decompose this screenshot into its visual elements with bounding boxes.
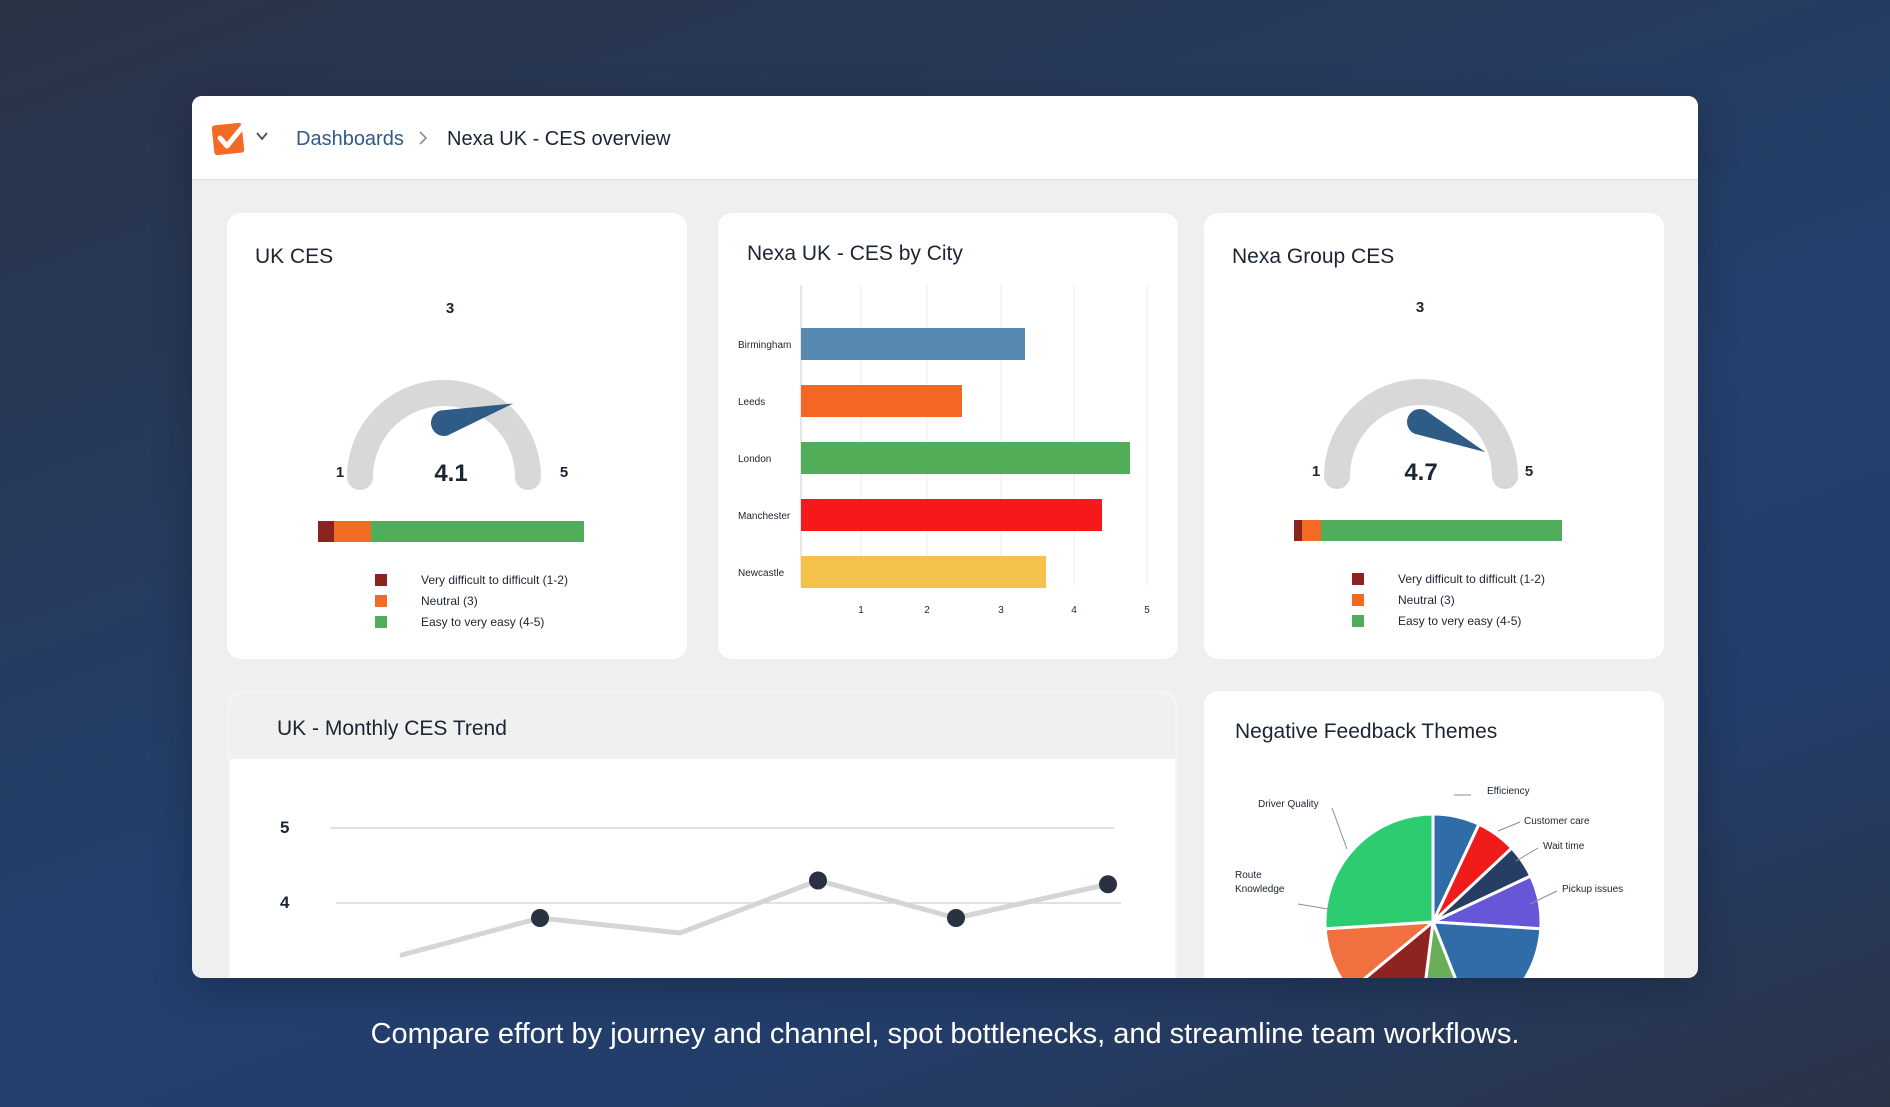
negative-themes-pie-chart: Efficiency Customer care Wait time Pickup i…	[1235, 786, 1623, 978]
city-ces-bar-chart: Birmingham Leeds London Manchester Newcastle…	[738, 285, 1150, 616]
gauge-needle	[1407, 409, 1486, 453]
legend-item-easy: Easy to very easy (4-5)	[1352, 610, 1545, 631]
legend-swatch	[1352, 593, 1364, 606]
slice-label: Route	[1235, 870, 1262, 881]
legend-swatch	[1352, 614, 1364, 627]
uk-ces-distribution-bar	[318, 521, 584, 542]
data-point	[947, 909, 965, 927]
legend-item-easy: Easy to very easy (4-5)	[375, 611, 568, 632]
legend-swatch	[375, 615, 387, 628]
bar	[801, 442, 1130, 474]
label-leader-line	[1515, 847, 1539, 862]
pie-slice	[1424, 921, 1457, 978]
marketing-caption: Compare effort by journey and channel, s…	[370, 1018, 1520, 1050]
slice-label: Pickup issues	[1562, 884, 1623, 895]
tick-label: 2	[924, 605, 930, 616]
gauge-track	[347, 380, 541, 490]
label-leader-line	[1297, 903, 1329, 910]
group-ces-legend: Very difficult to difficult (1-2) Neutra…	[1352, 568, 1545, 631]
uk-ces-card: UK CES 3 1 5 4.1 Very difficult to diffi…	[227, 213, 687, 659]
uk-ces-legend: Very difficult to difficult (1-2) Neutra…	[375, 569, 568, 632]
tick-label: 4	[1071, 605, 1077, 616]
gauge-track	[1324, 379, 1518, 489]
gauge-min-label: 1	[1312, 463, 1320, 480]
legend-swatch	[375, 573, 387, 586]
bar	[801, 328, 1025, 360]
gauge-max-label: 5	[560, 464, 568, 481]
tick-label: 3	[998, 605, 1004, 616]
category-label: Manchester	[738, 511, 791, 522]
legend-item-neutral: Neutral (3)	[375, 590, 568, 611]
gauge-value-label: 4.7	[1404, 459, 1437, 486]
label-leader-line	[1529, 890, 1558, 905]
distribution-neutral	[333, 521, 372, 542]
legend-swatch	[375, 594, 387, 607]
monthly-trend-title: UK - Monthly CES Trend	[277, 717, 507, 740]
distribution-very-difficult	[1294, 520, 1303, 541]
chevron-down-icon[interactable]	[254, 128, 270, 144]
slice-label: Customer care	[1524, 816, 1590, 827]
gauge-min-label: 1	[336, 464, 344, 481]
monthly-trend-line-chart: 54	[280, 818, 1121, 958]
data-point	[809, 871, 827, 890]
gauge-max-label: 5	[1525, 463, 1533, 480]
breadcrumb-dashboards-link[interactable]: Dashboards	[296, 128, 404, 150]
gauge-value-label: 4.1	[434, 460, 467, 487]
app-logo-icon[interactable]	[212, 120, 248, 156]
legend-swatch	[1352, 572, 1364, 585]
negative-themes-title: Negative Feedback Themes	[1235, 720, 1498, 743]
distribution-neutral	[1302, 520, 1321, 541]
gauge-needle	[431, 403, 514, 436]
slice-label: Wait time	[1543, 841, 1585, 852]
slice-label: Efficiency	[1487, 786, 1530, 797]
label-leader-line	[1331, 807, 1348, 850]
data-point	[531, 909, 549, 927]
y-tick-label: 5	[280, 818, 289, 837]
category-label: Birmingham	[738, 340, 791, 351]
top-bar: Dashboards Nexa UK - CES overview	[192, 96, 1698, 180]
gauge-mid-label: 3	[1416, 299, 1424, 316]
pie-slice	[1430, 920, 1543, 978]
gauge-mid-label: 3	[446, 300, 454, 317]
bar	[801, 556, 1046, 588]
city-ces-card: Nexa UK - CES by City Birmingham Leeds Lon…	[718, 213, 1178, 659]
distribution-easy	[371, 521, 584, 542]
uk-ces-title: UK CES	[255, 245, 334, 268]
legend-item-neutral: Neutral (3)	[1352, 589, 1545, 610]
data-point	[1099, 875, 1117, 894]
trend-card-header	[230, 694, 1175, 759]
slice-label: Driver Quality	[1258, 799, 1319, 810]
slice-label: Knowledge	[1235, 884, 1285, 895]
trend-line	[399, 877, 1109, 958]
chevron-right-icon	[419, 131, 428, 145]
group-ces-distribution-bar	[1294, 520, 1562, 541]
distribution-easy	[1320, 520, 1562, 541]
group-ces-gauge: 3 1 5 4.7	[1312, 299, 1533, 489]
legend-item-very-difficult: Very difficult to difficult (1-2)	[375, 569, 568, 590]
city-ces-title: Nexa UK - CES by City	[747, 242, 963, 265]
legend-item-very-difficult: Very difficult to difficult (1-2)	[1352, 568, 1545, 589]
group-ces-card: Nexa Group CES 3 1 5 4.7 Very difficult …	[1204, 213, 1664, 659]
negative-themes-card: Negative Feedback Themes Efficiency Custo…	[1204, 691, 1664, 978]
pie-slice	[1323, 812, 1435, 931]
tick-label: 5	[1144, 605, 1150, 616]
category-label: Newcastle	[738, 568, 785, 579]
uk-ces-gauge: 3 1 5 4.1	[336, 300, 568, 490]
tick-label: 1	[858, 605, 864, 616]
breadcrumb-current-page: Nexa UK - CES overview	[447, 128, 671, 150]
category-label: Leeds	[738, 397, 765, 408]
category-label: London	[738, 454, 771, 465]
distribution-very-difficult	[318, 521, 334, 542]
label-leader-line	[1497, 821, 1521, 832]
group-ces-title: Nexa Group CES	[1232, 245, 1395, 268]
bar	[801, 499, 1102, 531]
y-tick-label: 4	[280, 893, 290, 912]
dashboard-window: Dashboards Nexa UK - CES overview UK CES…	[192, 96, 1698, 978]
bar	[801, 385, 962, 417]
